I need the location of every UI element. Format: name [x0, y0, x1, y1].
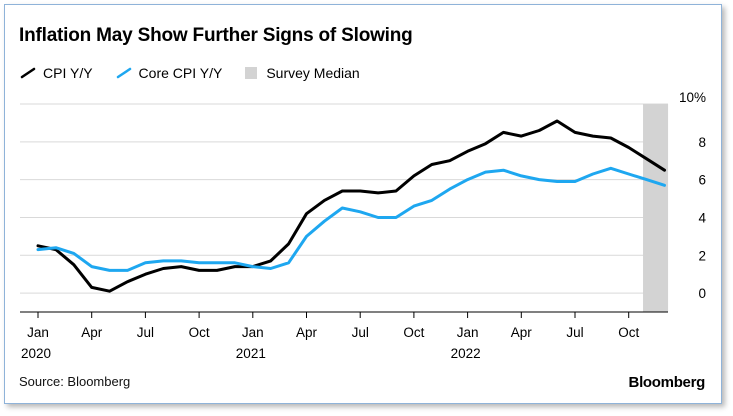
- x-tick-label: Jan: [27, 325, 49, 340]
- x-tick-label: Oct: [618, 325, 639, 340]
- y-tick-label: 8: [698, 135, 706, 150]
- legend: CPI Y/Y Core CPI Y/Y Survey Median: [19, 64, 382, 82]
- x-tick-label: Jan: [457, 325, 479, 340]
- survey-median-band: [643, 104, 669, 312]
- x-tick-label: Apr: [296, 325, 318, 340]
- x-tick-label: Oct: [403, 325, 424, 340]
- legend-label-cpi: CPI Y/Y: [43, 65, 93, 81]
- y-tick-label: 0: [698, 286, 706, 301]
- x-tick-label: Jul: [566, 325, 583, 340]
- core-cpi-line: [36, 166, 666, 272]
- y-tick-label: 2: [698, 248, 706, 263]
- y-tick-label: 10%: [679, 90, 706, 105]
- x-tick-label: Apr: [81, 325, 103, 340]
- legend-item-core-cpi: Core CPI Y/Y: [115, 65, 223, 81]
- bloomberg-logo: Bloomberg: [628, 374, 706, 391]
- legend-label-survey-median: Survey Median: [266, 65, 360, 81]
- x-year-label: 2022: [451, 346, 481, 361]
- chart-frame: [4, 4, 722, 404]
- cpi-line: [36, 119, 666, 293]
- x-tick-label: Jul: [137, 325, 154, 340]
- x-tick-label: Jan: [242, 325, 264, 340]
- legend-key-cpi: [20, 67, 36, 79]
- x-tick-label: Apr: [511, 325, 533, 340]
- x-year-label: 2020: [21, 346, 51, 361]
- legend-key-survey-median: [245, 67, 258, 79]
- x-tick-label: Jul: [352, 325, 369, 340]
- y-tick-label: 4: [698, 210, 706, 225]
- chart-title: Inflation May Show Further Signs of Slow…: [19, 25, 413, 46]
- legend-label-core-cpi: Core CPI Y/Y: [138, 65, 223, 81]
- source-note: Source: Bloomberg: [19, 374, 131, 389]
- legend-item-cpi: CPI Y/Y: [19, 65, 93, 81]
- legend-item-survey-median: Survey Median: [244, 65, 360, 81]
- legend-key-core-cpi: [116, 67, 131, 79]
- x-tick-label: Oct: [189, 325, 210, 340]
- x-year-label: 2021: [236, 346, 266, 361]
- y-tick-label: 6: [698, 173, 706, 188]
